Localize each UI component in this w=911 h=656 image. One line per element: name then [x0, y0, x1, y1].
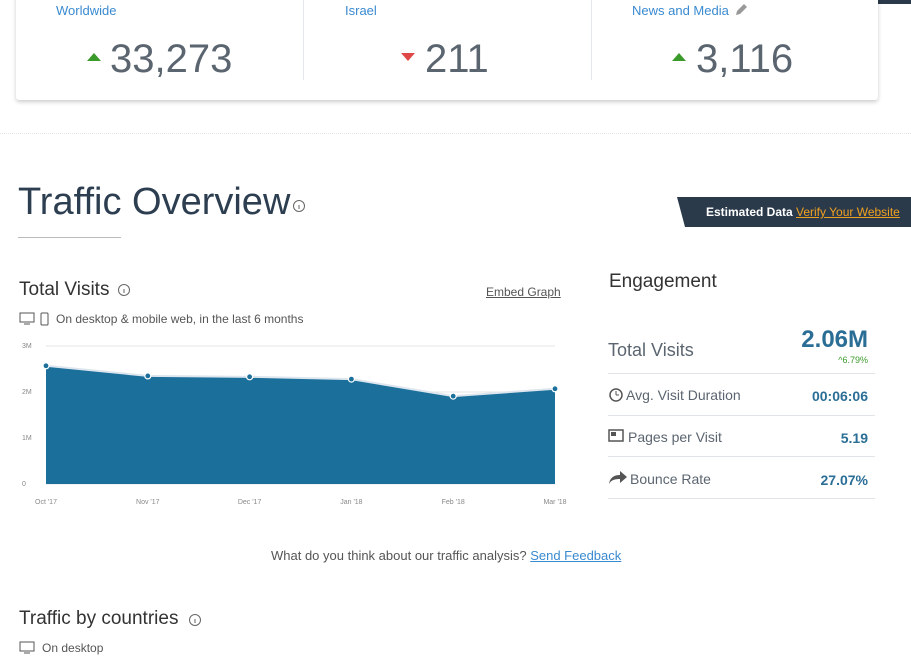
point [144, 372, 152, 380]
row-divider [608, 373, 875, 374]
info-icon[interactable] [188, 613, 202, 627]
divider [303, 0, 304, 80]
dotted-divider [0, 133, 911, 134]
chart-subtitle: On desktop & mobile web, in the last 6 m… [56, 312, 304, 326]
verify-link[interactable]: Verify Your Website [796, 205, 900, 219]
x-tick-label: Nov '17 [136, 499, 160, 506]
x-tick-label: Oct '17 [35, 499, 57, 506]
feedback-link[interactable]: Send Feedback [530, 548, 622, 563]
badge-bg [677, 197, 911, 227]
point [42, 362, 50, 370]
down-arrow [401, 53, 415, 61]
edit-icon[interactable] [733, 3, 749, 17]
bounce-icon [609, 471, 627, 484]
countries-subtitle: On desktop [42, 641, 104, 655]
row-value: 00:06:06 [811, 388, 868, 404]
engagement-title: Engagement [609, 271, 717, 292]
area [46, 365, 555, 484]
chart: 0 1M 2M 3M Oct '17 Nov '17 Dec '17 Jan '18 Feb '… [22, 343, 567, 506]
rank-label[interactable]: Worldwide [56, 3, 117, 18]
feedback-text: What do you think about our traffic anal… [271, 548, 527, 563]
line [45, 364, 556, 398]
row-value: 27.07% [820, 472, 868, 488]
clock-icon [609, 388, 623, 402]
y-tick-label: 1M [22, 435, 32, 442]
total-label: Total Visits [608, 340, 694, 360]
total-value: 2.06M [801, 326, 868, 353]
up-arrow [672, 53, 686, 61]
info-icon[interactable] [117, 283, 131, 297]
title-underline [18, 237, 121, 238]
badge-text: Estimated Data [706, 205, 793, 219]
row-label: Pages per Visit [628, 429, 722, 445]
x-tick-label: Feb '18 [442, 499, 465, 506]
up-arrow [87, 53, 101, 61]
y-tick-label: 3M [22, 343, 32, 350]
desktop-icon [19, 641, 35, 654]
pages-icon [608, 429, 624, 442]
row-value: 5.19 [840, 430, 868, 446]
countries-title: Traffic by countries [19, 608, 179, 629]
x-tick-label: Jan '18 [340, 499, 362, 506]
change-value: 6.79% [842, 355, 868, 365]
section-title: Traffic Overview [18, 181, 291, 223]
device-icons [19, 312, 49, 326]
row-divider [608, 456, 875, 457]
x-tick-label: Mar '18 [543, 499, 566, 506]
rank-card [16, 0, 878, 100]
total-change: ^6.79% [838, 355, 868, 365]
rank-label[interactable]: News and Media [632, 3, 729, 18]
rank-value: 211 [425, 37, 489, 81]
rank-value: 3,116 [696, 37, 794, 81]
y-tick-label: 0 [22, 481, 26, 488]
chart-title: Total Visits [19, 279, 110, 300]
row-label: Avg. Visit Duration [626, 387, 741, 403]
x-tick-label: Dec '17 [238, 499, 262, 506]
divider [591, 0, 592, 80]
y-tick-label: 2M [22, 389, 32, 396]
info-icon[interactable] [292, 199, 306, 213]
row-divider [608, 415, 875, 416]
point [551, 385, 559, 393]
point [347, 375, 355, 383]
embed-link[interactable]: Embed Graph [486, 285, 561, 299]
point [246, 373, 254, 381]
feedback: What do you think about our traffic anal… [271, 548, 621, 563]
row-label: Bounce Rate [630, 471, 711, 487]
rank-label[interactable]: Israel [345, 3, 377, 18]
rank-value: 33,273 [110, 37, 233, 81]
point [449, 392, 457, 400]
top-bar [870, 0, 911, 4]
row-divider [608, 498, 875, 499]
